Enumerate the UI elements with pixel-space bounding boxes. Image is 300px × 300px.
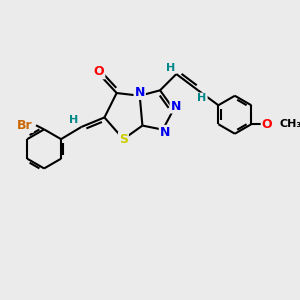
Text: O: O bbox=[94, 65, 104, 78]
Text: Br: Br bbox=[17, 119, 33, 132]
Text: H: H bbox=[69, 115, 78, 125]
Text: N: N bbox=[160, 126, 170, 139]
Text: S: S bbox=[119, 133, 128, 146]
Text: H: H bbox=[166, 63, 175, 73]
Text: O: O bbox=[262, 118, 272, 131]
Text: N: N bbox=[171, 100, 181, 112]
Text: N: N bbox=[134, 86, 145, 99]
Text: CH₃: CH₃ bbox=[280, 119, 300, 129]
Text: H: H bbox=[197, 94, 207, 103]
